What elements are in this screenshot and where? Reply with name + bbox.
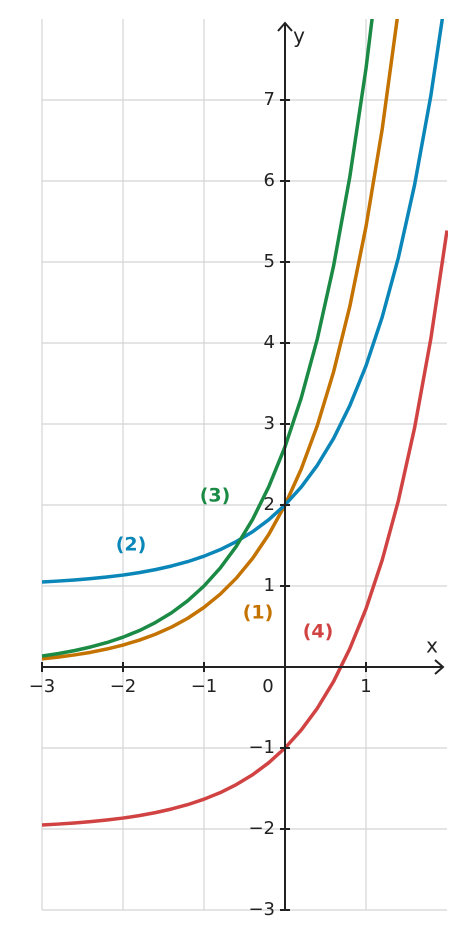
x-tick-label: 1 bbox=[360, 676, 371, 697]
y-tick-label: −2 bbox=[248, 818, 275, 839]
curve-label: (3) bbox=[200, 485, 231, 507]
x-tick-label: −1 bbox=[191, 676, 218, 697]
y-tick-label: 4 bbox=[264, 332, 275, 353]
curve bbox=[42, 230, 448, 827]
x-axis-label: x bbox=[426, 634, 438, 658]
x-tick-label: −2 bbox=[110, 676, 137, 697]
y-tick-label: 2 bbox=[264, 494, 275, 515]
y-tick-label: 1 bbox=[264, 575, 275, 596]
x-axis-arrow bbox=[434, 659, 445, 675]
curve-label: (4) bbox=[303, 621, 334, 643]
y-tick-label: 5 bbox=[264, 251, 275, 272]
curve-label: (1) bbox=[243, 602, 274, 624]
y-tick-label: −3 bbox=[248, 899, 275, 920]
x-tick-label: 0 bbox=[262, 676, 273, 697]
curve bbox=[42, 19, 445, 584]
y-axis-arrow bbox=[277, 21, 293, 32]
y-tick-label: 6 bbox=[264, 170, 275, 191]
x-tick-label: −3 bbox=[29, 676, 56, 697]
y-tick-label: −1 bbox=[248, 737, 275, 758]
curve bbox=[42, 19, 374, 658]
curve bbox=[42, 19, 399, 661]
y-axis-label: y bbox=[293, 24, 305, 48]
curve-label: (2) bbox=[116, 534, 147, 556]
y-tick-label: 7 bbox=[264, 89, 275, 110]
y-tick-label: 3 bbox=[264, 413, 275, 434]
